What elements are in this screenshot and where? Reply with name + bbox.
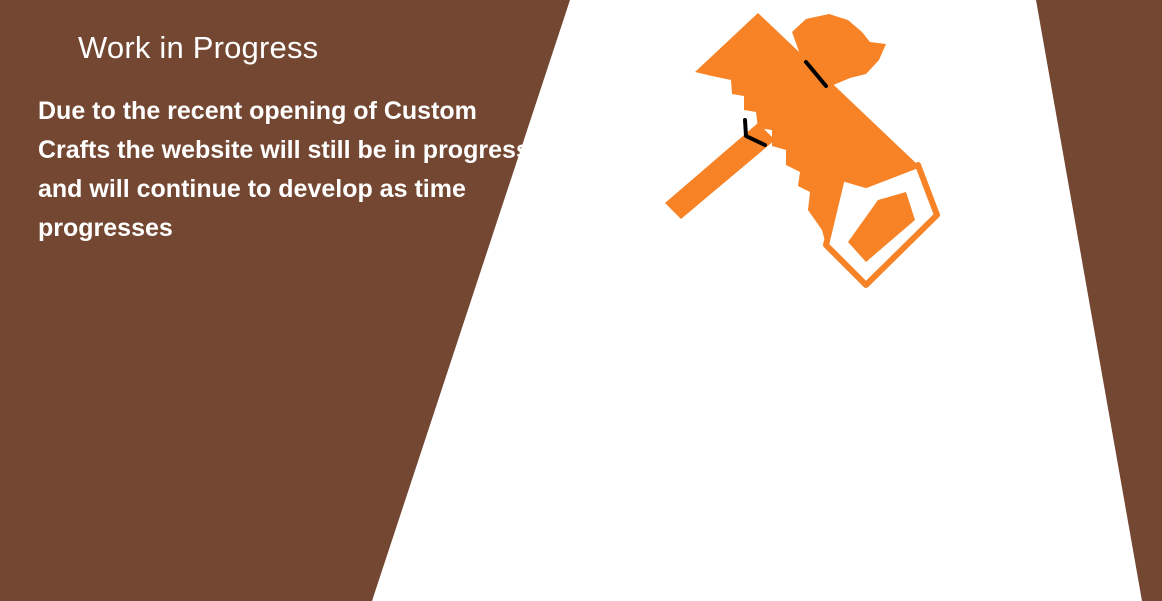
progress-message: Due to the recent opening of Custom Craf… bbox=[38, 97, 530, 242]
hammer-detail-stroke bbox=[804, 60, 828, 88]
hammer-and-saw-icon bbox=[665, 13, 940, 288]
saw-detail-stroke bbox=[743, 118, 767, 147]
right-brown-panel bbox=[1036, 0, 1162, 601]
page-title: Work in Progress bbox=[78, 30, 319, 65]
saw-blade bbox=[695, 13, 918, 245]
hammer-handle bbox=[665, 123, 775, 219]
saw-handle-grip bbox=[848, 192, 915, 262]
left-brown-panel bbox=[0, 0, 570, 601]
